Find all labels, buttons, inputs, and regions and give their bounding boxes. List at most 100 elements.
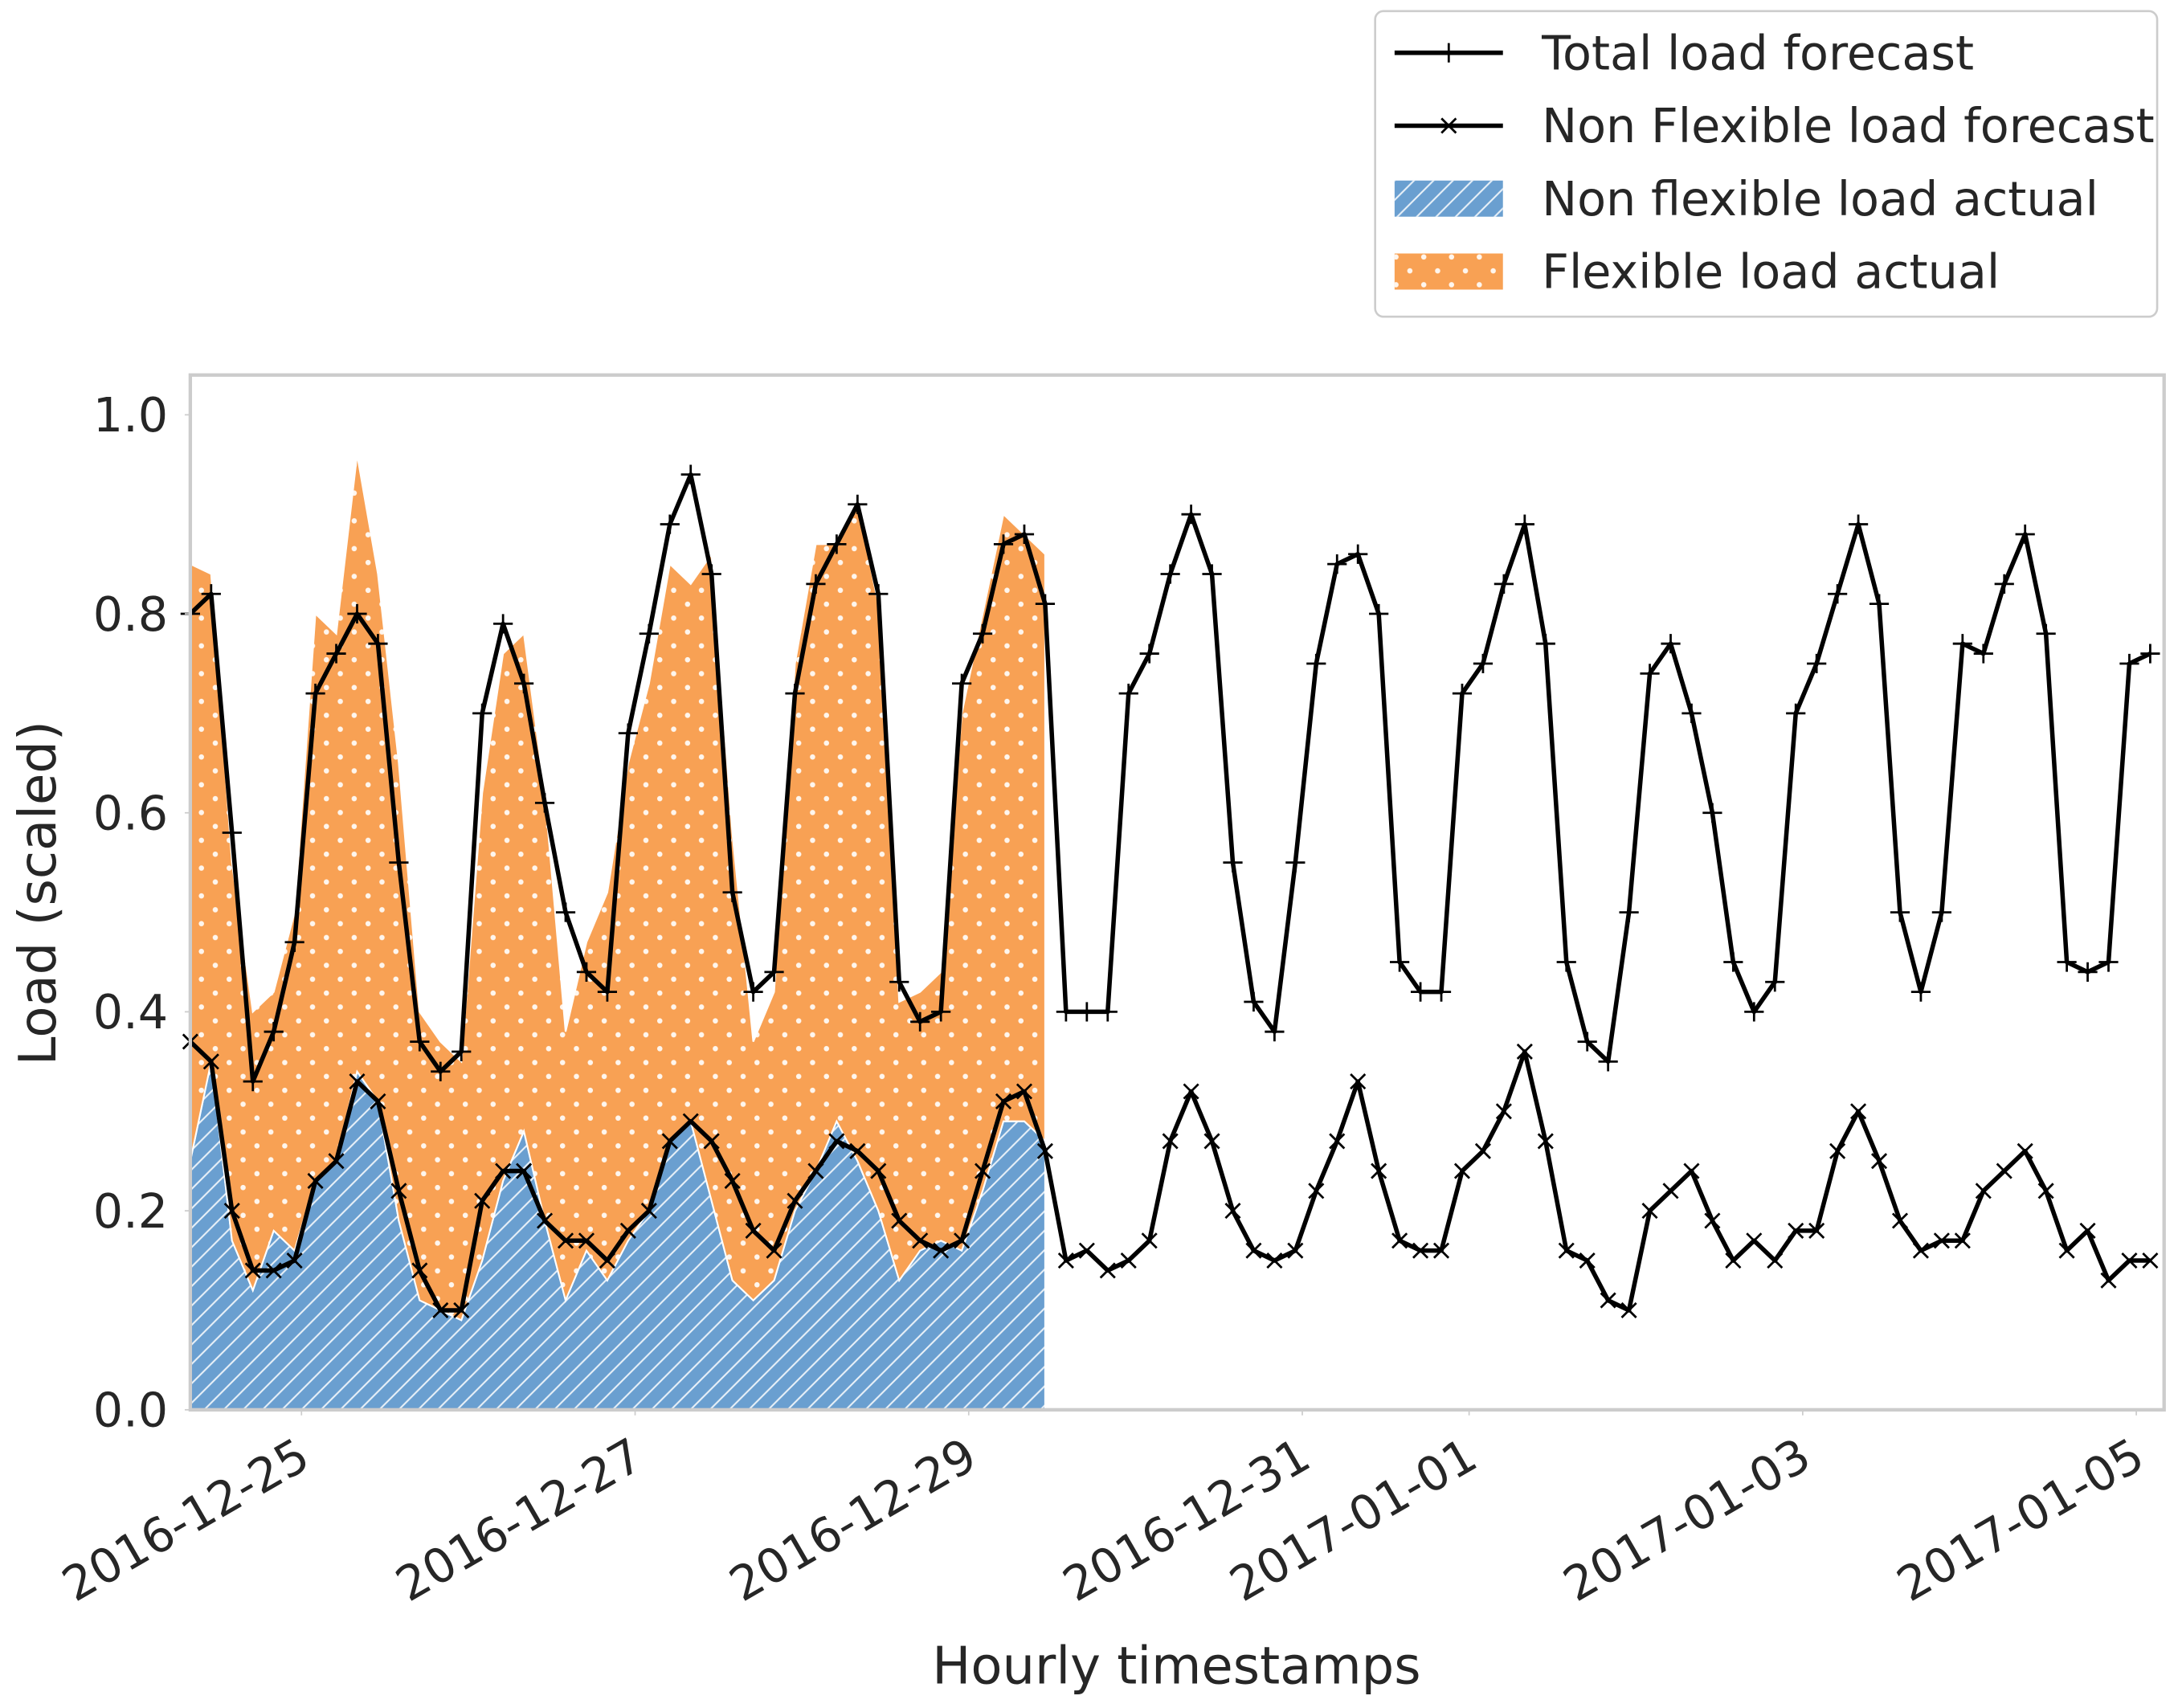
x-tick-label: 2016-12-29 <box>720 1427 985 1612</box>
marker <box>1097 1002 1118 1022</box>
marker <box>1494 574 1514 594</box>
marker <box>2017 1142 2033 1159</box>
marker <box>2100 1272 2117 1289</box>
marker <box>1725 1252 1742 1269</box>
legend-marker <box>1439 43 1459 63</box>
marker <box>849 1142 866 1159</box>
marker <box>2015 524 2035 545</box>
marker <box>1452 684 1473 704</box>
marker <box>2142 1252 2159 1269</box>
marker <box>1224 1203 1241 1220</box>
marker <box>578 1232 595 1249</box>
marker <box>912 1232 929 1249</box>
marker <box>1704 1212 1721 1229</box>
legend-label: Flexible load actual <box>1542 244 2000 300</box>
marker <box>972 623 993 644</box>
marker <box>474 1192 491 1209</box>
marker <box>1829 1142 1846 1159</box>
marker <box>1661 634 1681 654</box>
marker <box>764 962 784 982</box>
marker <box>993 534 1014 554</box>
marker <box>1181 505 1201 525</box>
marker <box>389 852 409 872</box>
marker <box>827 534 847 554</box>
marker <box>2058 1242 2075 1259</box>
marker <box>1535 634 1555 654</box>
marker <box>534 793 555 813</box>
marker <box>680 464 701 484</box>
marker <box>1350 1073 1367 1090</box>
marker <box>1910 982 1931 1002</box>
marker <box>1245 1242 1262 1259</box>
marker <box>597 982 618 1002</box>
y-tick-label: 0.0 <box>93 1383 168 1438</box>
marker <box>411 1262 428 1279</box>
marker <box>1723 952 1743 972</box>
marker <box>1160 564 1180 584</box>
legend-label: Non flexible load actual <box>1542 171 2098 227</box>
marker <box>493 614 513 634</box>
marker <box>1537 1133 1554 1150</box>
marker <box>1600 1292 1616 1309</box>
marker <box>1641 1203 1658 1220</box>
marker <box>1744 1002 1764 1022</box>
marker <box>2119 653 2139 674</box>
marker <box>1870 1153 1888 1170</box>
marker <box>1994 574 2014 594</box>
marker <box>1285 852 1306 872</box>
marker <box>243 1072 263 1092</box>
marker <box>1203 1133 1220 1150</box>
marker <box>307 1172 324 1190</box>
marker <box>368 634 388 654</box>
marker <box>286 1252 303 1269</box>
marker <box>1265 1022 1285 1042</box>
marker <box>576 962 597 982</box>
marker <box>1327 554 1347 574</box>
marker <box>682 1113 699 1130</box>
marker <box>2057 952 2077 972</box>
marker <box>1474 1142 1491 1159</box>
marker <box>1640 664 1660 684</box>
marker <box>701 564 721 584</box>
marker <box>931 1002 951 1022</box>
marker <box>326 644 346 664</box>
marker <box>2079 1222 2096 1239</box>
marker <box>639 623 659 644</box>
marker <box>1996 1163 2013 1179</box>
marker <box>848 494 868 514</box>
marker <box>891 1212 908 1229</box>
plot-frame <box>188 373 2166 1412</box>
marker <box>370 1093 386 1109</box>
areas <box>189 454 1046 1411</box>
legend-label: Total load forecast <box>1541 25 1974 80</box>
marker <box>1869 594 1890 614</box>
marker <box>1348 544 1368 564</box>
marker <box>1141 1232 1158 1249</box>
marker <box>1683 1163 1700 1179</box>
marker <box>2098 952 2119 972</box>
marker <box>1912 1242 1929 1259</box>
marker <box>1579 1252 1596 1269</box>
marker <box>328 1153 345 1170</box>
marker <box>868 584 889 604</box>
marker <box>1371 1163 1387 1179</box>
marker <box>1973 644 1993 664</box>
marker <box>1183 1083 1199 1100</box>
marker <box>1390 952 1410 972</box>
marker <box>1035 594 1056 614</box>
marker <box>806 574 826 594</box>
marker <box>472 703 492 723</box>
marker <box>1788 1222 1804 1239</box>
marker <box>933 1242 950 1259</box>
y-tick-label: 0.6 <box>93 785 168 840</box>
marker <box>2140 644 2160 664</box>
y-tick-label: 0.8 <box>93 586 168 642</box>
marker <box>660 514 680 534</box>
marker <box>1808 1222 1825 1239</box>
marker <box>1057 1252 1074 1269</box>
marker <box>1473 653 1494 674</box>
marker <box>1391 1232 1408 1249</box>
marker <box>870 1163 887 1179</box>
marker <box>722 882 742 902</box>
marker <box>349 1073 366 1090</box>
